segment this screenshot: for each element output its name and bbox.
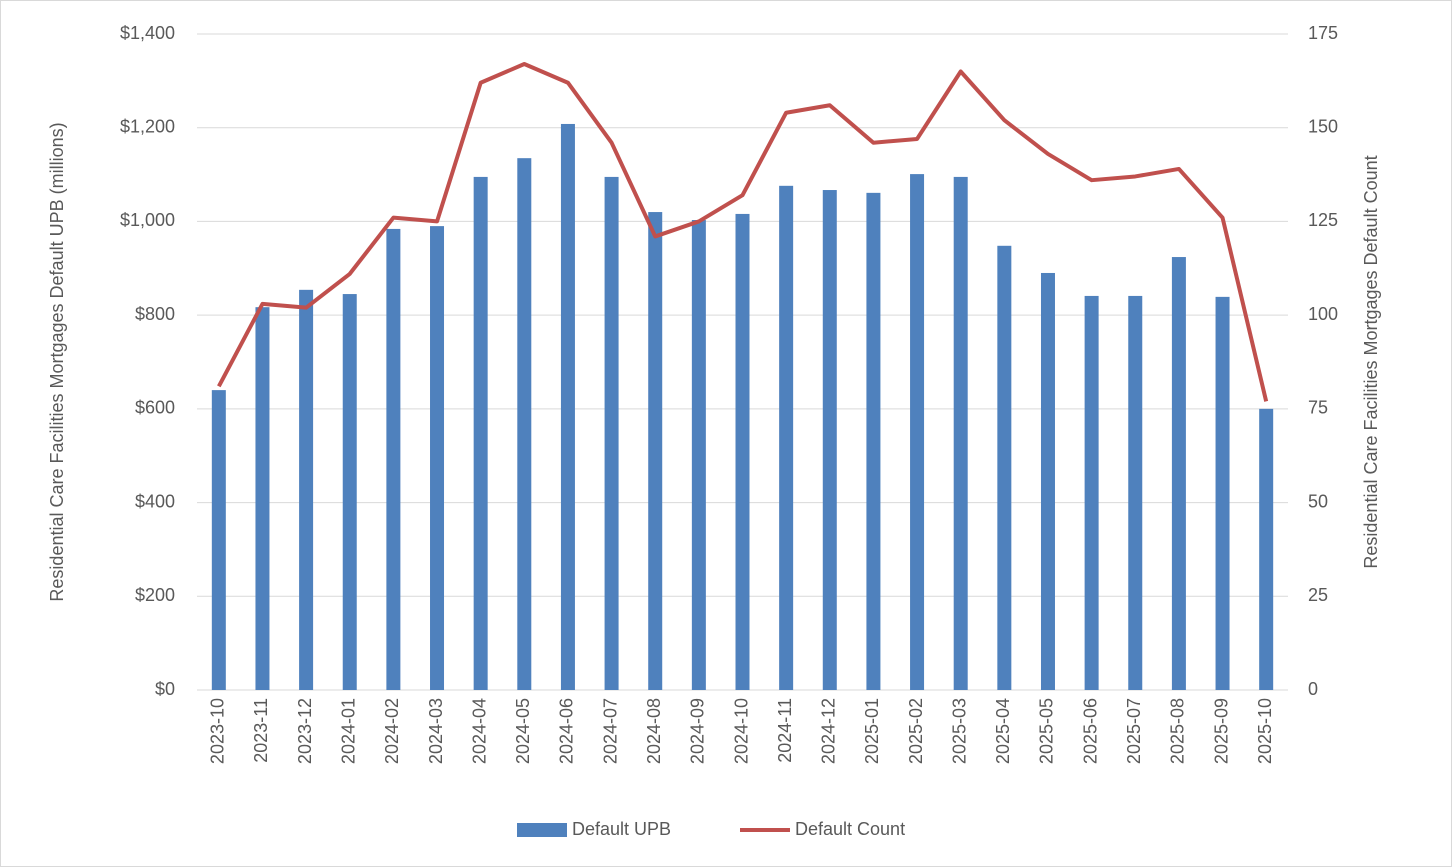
x-tick-label: 2025-07 [1124,698,1144,764]
x-tick-label: 2024-10 [731,698,751,764]
x-tick-label: 2025-02 [906,698,926,764]
x-tick-label: 2024-05 [513,698,533,764]
bar [779,185,794,690]
bar [1040,272,1055,690]
y-axis-title: Residential Care Facilities Mortgages De… [47,122,67,601]
bar [342,294,357,690]
x-tick-label: 2024-06 [557,698,577,764]
bar [691,220,706,690]
x-tick-label: 2025-08 [1168,698,1188,764]
y-tick-label: $1,000 [120,210,175,230]
x-tick-label: 2024-08 [644,698,664,764]
x-tick-label: 2025-04 [993,698,1013,764]
y2-tick-label: 75 [1308,398,1328,418]
bar [386,228,401,690]
y-tick-label: $0 [155,679,175,699]
bar [648,212,663,691]
bar [517,158,532,690]
x-tick-label: 2024-02 [382,698,402,764]
bar [211,390,226,690]
x-tick-label: 2024-12 [819,698,839,764]
bar [1259,408,1274,690]
y2-tick-label: 0 [1308,679,1318,699]
x-tick-label: 2025-05 [1037,698,1057,764]
y-tick-label: $800 [135,304,175,324]
bar [997,245,1012,690]
x-tick-label: 2023-10 [208,698,228,764]
x-tick-label: 2023-12 [295,698,315,764]
bar [1171,257,1186,690]
bar [910,174,925,691]
y-tick-label: $200 [135,585,175,605]
x-tick-label: 2024-03 [426,698,446,764]
x-tick-label: 2024-11 [775,698,795,763]
bar [473,176,488,690]
bar [604,176,619,690]
bar [430,226,445,690]
bar [822,190,837,690]
bar [560,123,575,691]
y2-tick-label: 25 [1308,585,1328,605]
legend-swatch [517,823,567,837]
y2-tick-label: 150 [1308,116,1338,136]
x-tick-label: 2024-04 [469,698,489,764]
y2-tick-label: 100 [1308,304,1338,324]
x-tick-label: 2025-10 [1255,698,1275,764]
y-tick-label: $1,400 [120,23,175,43]
bar [1215,296,1230,690]
y-tick-label: $400 [135,491,175,511]
y2-tick-label: 50 [1308,491,1328,511]
legend-label: Default UPB [572,819,671,839]
x-tick-label: 2025-01 [862,698,882,764]
bar [255,307,270,690]
y2-tick-label: 175 [1308,23,1338,43]
x-tick-label: 2024-01 [338,698,358,764]
bar [953,176,968,690]
bar [735,213,750,690]
bar [1128,295,1143,690]
y2-tick-label: 125 [1308,210,1338,230]
bar [866,192,881,691]
bar [1084,295,1099,690]
x-tick-label: 2025-06 [1080,698,1100,764]
x-tick-label: 2024-09 [688,698,708,764]
y-tick-label: $1,200 [120,116,175,136]
x-tick-label: 2025-09 [1211,698,1231,764]
bar [299,289,314,690]
x-tick-label: 2023-11 [251,698,271,763]
legend-label: Default Count [795,819,905,839]
x-tick-label: 2024-07 [600,698,620,764]
y-tick-label: $600 [135,398,175,418]
line [217,61,1269,402]
x-tick-label: 2025-03 [949,698,969,764]
y2-axis-title: Residential Care Facilities Mortgages De… [1361,155,1381,568]
